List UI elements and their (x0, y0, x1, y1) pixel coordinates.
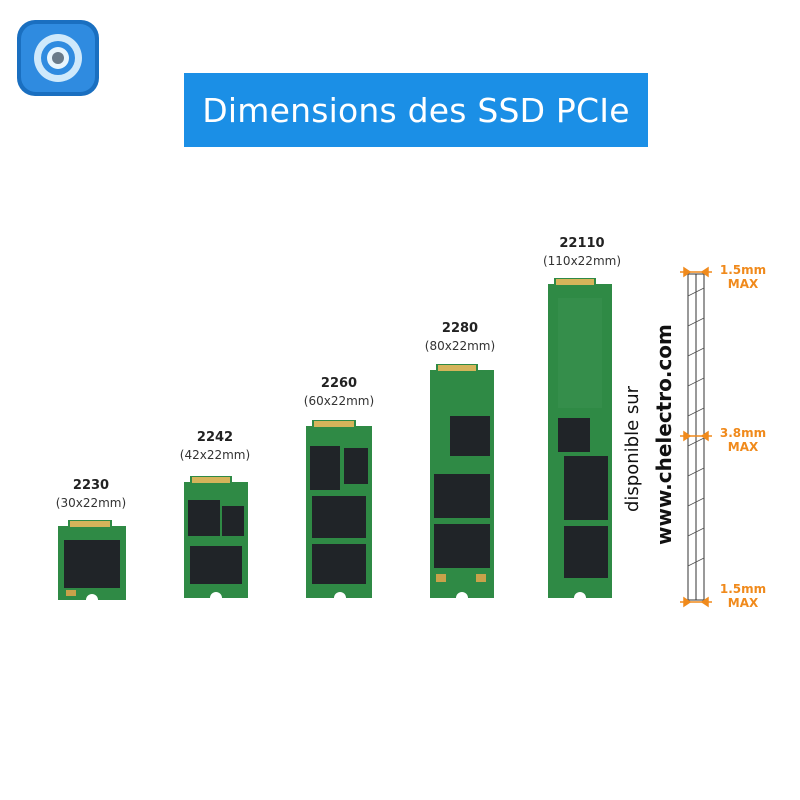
ssd-label-2260: 2260 (60x22mm) (274, 376, 404, 408)
ssd-dims: (30x22mm) (55, 496, 127, 510)
ssd-2260-image (306, 420, 372, 598)
availability-line1: disponible sur (622, 385, 643, 512)
ssd-2242-image (184, 476, 248, 598)
thickness-top-max: MAX (727, 277, 759, 291)
ssd-dims: (80x22mm) (424, 339, 496, 353)
thickness-middle-max: MAX (727, 440, 759, 454)
thickness-bottom-max: MAX (727, 596, 759, 610)
thickness-diagram (680, 266, 712, 608)
ssd-label-2230: 2230 (30x22mm) (26, 478, 156, 510)
ssd-label-2280: 2280 (80x22mm) (395, 321, 525, 353)
ssd-dims: (42x22mm) (179, 448, 251, 462)
title-banner: Dimensions des SSD PCIe (184, 73, 648, 147)
ssd-code: 22110 (559, 236, 605, 251)
ssd-code: 2242 (196, 430, 234, 445)
thickness-top: 1.5mm MAX (718, 263, 768, 291)
ssd-dims: (110x22mm) (542, 254, 622, 268)
thickness-middle-value: 3.8mm (719, 426, 767, 440)
ssd-dims: (60x22mm) (303, 394, 375, 408)
thickness-bottom-value: 1.5mm (719, 582, 767, 596)
ssd-2230-image (58, 520, 126, 600)
ssd-label-2242: 2242 (42x22mm) (150, 430, 280, 462)
ssd-code: 2280 (441, 321, 479, 336)
thickness-top-value: 1.5mm (719, 263, 767, 277)
thickness-bottom: 1.5mm MAX (718, 582, 768, 610)
ssd-code: 2260 (320, 376, 358, 391)
page-title: Dimensions des SSD PCIe (202, 90, 630, 130)
ssd-2280-image (430, 364, 494, 598)
ssd-22110-image (548, 278, 612, 598)
ssd-code: 2230 (72, 478, 110, 493)
thickness-middle: 3.8mm MAX (718, 426, 768, 454)
ssd-label-22110: 22110 (110x22mm) (517, 236, 647, 268)
app-logo-icon (17, 20, 99, 96)
